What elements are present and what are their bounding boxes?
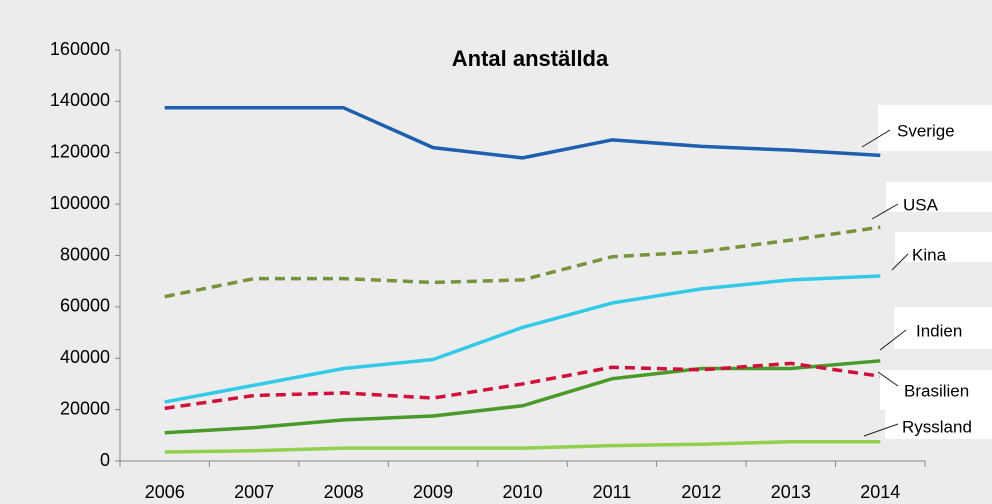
x-tick-label: 2009 (413, 482, 453, 502)
series-line (164, 225, 881, 299)
y-tick-label: 100000 (50, 193, 110, 213)
y-tick-label: 140000 (50, 90, 110, 110)
label-box (878, 105, 992, 151)
label-box (880, 370, 992, 410)
label-box (894, 307, 992, 349)
x-tick-label: 2011 (593, 482, 632, 502)
series-line (164, 359, 881, 435)
series-label: Indien (916, 321, 962, 340)
x-tick-label: 2014 (860, 482, 900, 502)
y-tick-label: 0 (100, 450, 110, 470)
y-tick-label: 60000 (60, 296, 110, 316)
leader-line (879, 329, 907, 351)
y-tick-label: 120000 (50, 142, 110, 162)
y-tick-label: 40000 (60, 347, 110, 367)
series-line (164, 361, 881, 411)
y-tick-label: 80000 (60, 244, 110, 264)
series-label: USA (903, 195, 939, 214)
chart-title: Antal anställda (452, 46, 609, 71)
x-tick-label: 2010 (502, 482, 542, 502)
series-label: Ryssland (902, 417, 972, 436)
leader-line (863, 423, 899, 437)
label-box (895, 232, 992, 262)
series-line (164, 274, 881, 404)
series-label: Kina (912, 245, 947, 264)
leader-line (877, 371, 899, 387)
leader-line (871, 203, 899, 220)
series-line (164, 106, 881, 160)
leader-line (891, 253, 909, 271)
y-tick-label: 20000 (60, 398, 110, 418)
series-label: Sverige (897, 121, 955, 140)
series-label: Brasilien (904, 381, 969, 400)
leader-line (861, 129, 891, 148)
x-tick-label: 2012 (681, 482, 721, 502)
y-tick-label: 160000 (50, 39, 110, 59)
x-tick-label: 2008 (324, 482, 364, 502)
label-box (885, 405, 992, 439)
x-tick-label: 2006 (145, 482, 185, 502)
x-tick-label: 2013 (771, 482, 811, 502)
label-box (886, 182, 992, 212)
x-tick-label: 2007 (234, 482, 274, 502)
series-line (164, 439, 881, 454)
